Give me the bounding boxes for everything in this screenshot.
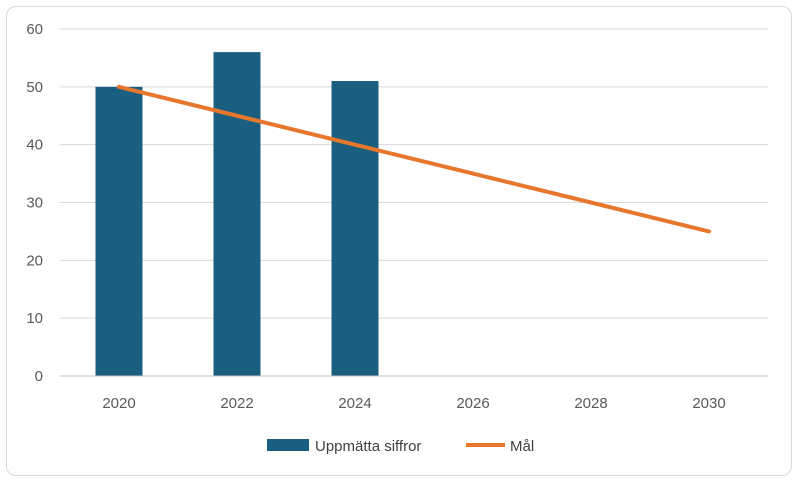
y-tick-label: 10 xyxy=(26,310,43,327)
x-axis-ticks: 2020 2022 2024 2026 2028 2030 xyxy=(102,395,725,412)
y-tick-label: 60 xyxy=(26,21,43,38)
x-tick-label: 2030 xyxy=(692,395,725,412)
line-series xyxy=(117,84,711,234)
bar xyxy=(213,52,261,377)
y-tick-label: 30 xyxy=(26,195,43,212)
x-tick-label: 2028 xyxy=(574,395,607,412)
legend-label-bar: Uppmätta siffror xyxy=(315,438,421,455)
legend-label-line: Mål xyxy=(510,438,534,455)
x-tick-label: 2024 xyxy=(338,395,371,412)
y-tick-label: 50 xyxy=(26,79,43,96)
y-tick-label: 20 xyxy=(26,252,43,269)
x-tick-label: 2026 xyxy=(456,395,489,412)
bar-series xyxy=(95,52,379,377)
bar xyxy=(95,86,143,376)
gridlines xyxy=(60,28,768,319)
y-tick-label: 40 xyxy=(26,137,43,154)
legend-swatch-bar xyxy=(267,439,309,451)
x-tick-label: 2020 xyxy=(102,395,135,412)
bar xyxy=(331,81,379,377)
y-axis-ticks: 0 10 20 30 40 50 60 xyxy=(26,21,43,385)
x-tick-label: 2022 xyxy=(220,395,253,412)
target-line xyxy=(117,84,711,234)
legend: Uppmätta siffror Mål xyxy=(267,438,534,455)
y-tick-label: 0 xyxy=(35,368,43,385)
